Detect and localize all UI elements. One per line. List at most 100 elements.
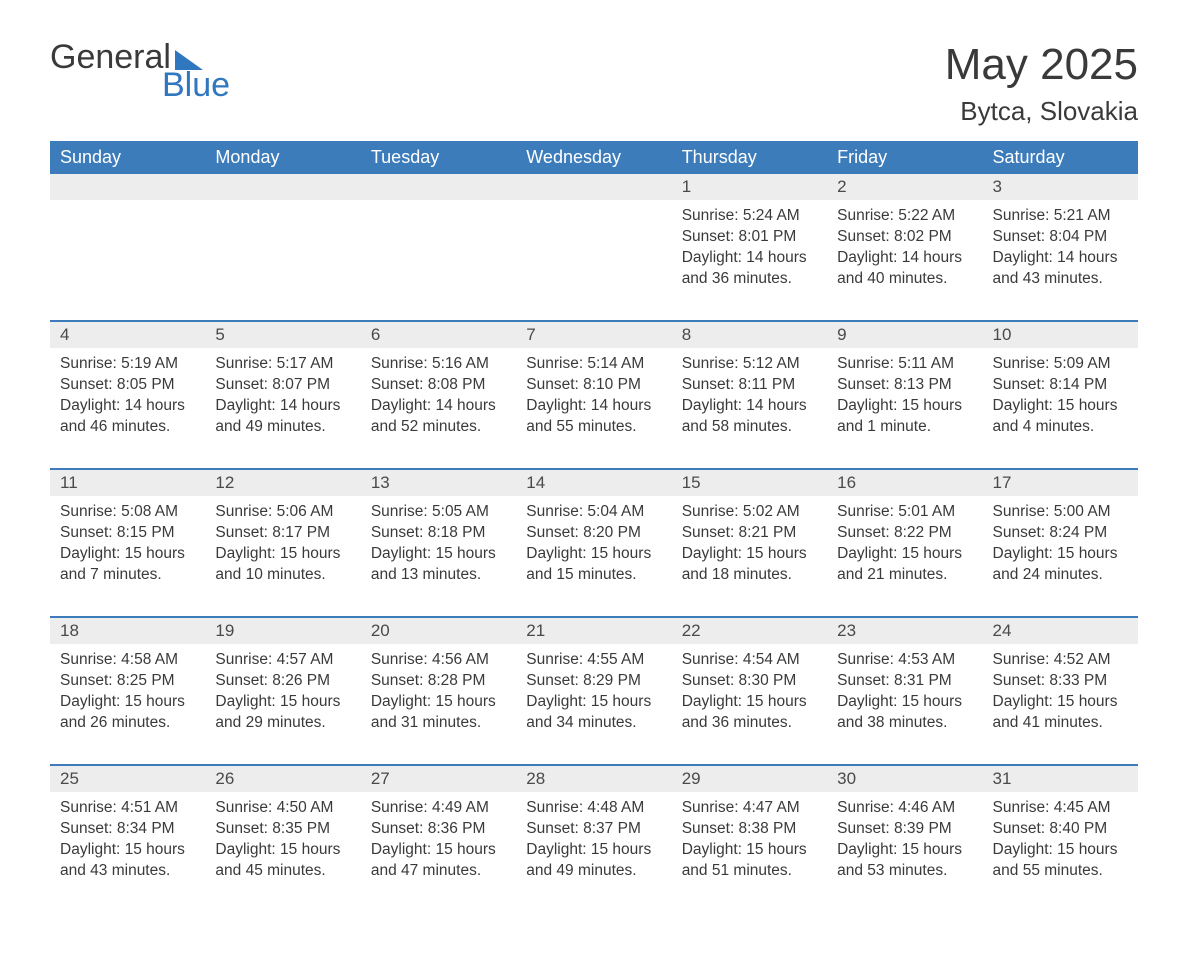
logo: General Blue [50, 40, 230, 102]
calendar-day-cell: 31Sunrise: 4:45 AMSunset: 8:40 PMDayligh… [983, 764, 1138, 912]
day-number: 1 [672, 174, 827, 200]
daylight-line: Daylight: 15 hours and 26 minutes. [60, 692, 195, 734]
calendar-day-cell: 5Sunrise: 5:17 AMSunset: 8:07 PMDaylight… [205, 320, 360, 468]
sunset-line: Sunset: 8:22 PM [837, 523, 972, 544]
sunrise-line: Sunrise: 5:06 AM [215, 502, 350, 523]
sunset-line: Sunset: 8:08 PM [371, 375, 506, 396]
day-details: Sunrise: 4:46 AMSunset: 8:39 PMDaylight:… [827, 792, 982, 912]
sunset-line: Sunset: 8:25 PM [60, 671, 195, 692]
sunrise-line: Sunrise: 5:21 AM [993, 206, 1128, 227]
day-details: Sunrise: 5:17 AMSunset: 8:07 PMDaylight:… [205, 348, 360, 468]
sunset-line: Sunset: 8:31 PM [837, 671, 972, 692]
sunset-line: Sunset: 8:26 PM [215, 671, 350, 692]
sunrise-line: Sunrise: 5:12 AM [682, 354, 817, 375]
calendar-day-cell: 15Sunrise: 5:02 AMSunset: 8:21 PMDayligh… [672, 468, 827, 616]
day-number: 8 [672, 320, 827, 348]
sunrise-line: Sunrise: 5:01 AM [837, 502, 972, 523]
calendar-empty-cell [516, 174, 671, 320]
weekday-header: Friday [827, 141, 982, 174]
daylight-line: Daylight: 15 hours and 53 minutes. [837, 840, 972, 882]
sunset-line: Sunset: 8:33 PM [993, 671, 1128, 692]
sunset-line: Sunset: 8:17 PM [215, 523, 350, 544]
calendar-day-cell: 8 Sunrise: 5:12 AMSunset: 8:11 PMDaylight… [672, 320, 827, 468]
daylight-line: Daylight: 15 hours and 43 minutes. [60, 840, 195, 882]
calendar-day-cell: 16Sunrise: 5:01 AMSunset: 8:22 PMDayligh… [827, 468, 982, 616]
calendar-day-cell: 6Sunrise: 5:16 AMSunset: 8:08 PMDaylight… [361, 320, 516, 468]
day-number: 19 [205, 616, 360, 644]
header-row: General Blue May 2025 Bytca, Slovakia [50, 40, 1138, 127]
title-block: May 2025 Bytca, Slovakia [945, 40, 1138, 127]
calendar-day-cell: 24Sunrise: 4:52 AMSunset: 8:33 PMDayligh… [983, 616, 1138, 764]
sunset-line: Sunset: 8:40 PM [993, 819, 1128, 840]
weekday-header-row: SundayMondayTuesdayWednesdayThursdayFrid… [50, 141, 1138, 174]
day-details: Sunrise: 5:22 AMSunset: 8:02 PMDaylight:… [827, 200, 982, 320]
day-number: 10 [983, 320, 1138, 348]
calendar-empty-cell [361, 174, 516, 320]
sunrise-line: Sunrise: 4:47 AM [682, 798, 817, 819]
daylight-line: Daylight: 15 hours and 4 minutes. [993, 396, 1128, 438]
sunrise-line: Sunrise: 4:52 AM [993, 650, 1128, 671]
calendar-page: General Blue May 2025 Bytca, Slovakia Su… [0, 0, 1188, 962]
day-number: 5 [205, 320, 360, 348]
daylight-line: Daylight: 15 hours and 7 minutes. [60, 544, 195, 586]
daylight-line: Daylight: 14 hours and 55 minutes. [526, 396, 661, 438]
day-details: Sunrise: 4:54 AMSunset: 8:30 PMDaylight:… [672, 644, 827, 764]
day-details: Sunrise: 5:04 AMSunset: 8:20 PMDaylight:… [516, 496, 671, 616]
calendar-day-cell: 13Sunrise: 5:05 AMSunset: 8:18 PMDayligh… [361, 468, 516, 616]
daylight-line: Daylight: 15 hours and 10 minutes. [215, 544, 350, 586]
empty-daybody [205, 200, 360, 320]
sunset-line: Sunset: 8:18 PM [371, 523, 506, 544]
day-number: 28 [516, 764, 671, 792]
daylight-line: Daylight: 14 hours and 52 minutes. [371, 396, 506, 438]
calendar-header: SundayMondayTuesdayWednesdayThursdayFrid… [50, 141, 1138, 174]
sunrise-line: Sunrise: 5:08 AM [60, 502, 195, 523]
weekday-header: Saturday [983, 141, 1138, 174]
sunset-line: Sunset: 8:02 PM [837, 227, 972, 248]
empty-daybody [50, 200, 205, 320]
daylight-line: Daylight: 15 hours and 1 minute. [837, 396, 972, 438]
sunset-line: Sunset: 8:14 PM [993, 375, 1128, 396]
sunrise-line: Sunrise: 4:55 AM [526, 650, 661, 671]
month-title: May 2025 [945, 40, 1138, 90]
daylight-line: Daylight: 15 hours and 36 minutes. [682, 692, 817, 734]
day-details: Sunrise: 4:58 AMSunset: 8:25 PMDaylight:… [50, 644, 205, 764]
sunset-line: Sunset: 8:04 PM [993, 227, 1128, 248]
calendar-week-row: 25Sunrise: 4:51 AMSunset: 8:34 PMDayligh… [50, 764, 1138, 912]
daylight-line: Daylight: 15 hours and 34 minutes. [526, 692, 661, 734]
day-details: Sunrise: 5:21 AMSunset: 8:04 PMDaylight:… [983, 200, 1138, 320]
sunrise-line: Sunrise: 5:16 AM [371, 354, 506, 375]
sunset-line: Sunset: 8:35 PM [215, 819, 350, 840]
daylight-line: Daylight: 15 hours and 49 minutes. [526, 840, 661, 882]
day-number: 11 [50, 468, 205, 496]
day-number: 30 [827, 764, 982, 792]
weekday-header: Tuesday [361, 141, 516, 174]
daylight-line: Daylight: 15 hours and 13 minutes. [371, 544, 506, 586]
empty-daynum [50, 174, 205, 200]
sunrise-line: Sunrise: 5:17 AM [215, 354, 350, 375]
sunset-line: Sunset: 8:13 PM [837, 375, 972, 396]
day-number: 13 [361, 468, 516, 496]
sunrise-line: Sunrise: 4:50 AM [215, 798, 350, 819]
sunrise-line: Sunrise: 4:46 AM [837, 798, 972, 819]
day-number: 21 [516, 616, 671, 644]
day-details: Sunrise: 5:01 AMSunset: 8:22 PMDaylight:… [827, 496, 982, 616]
sunset-line: Sunset: 8:39 PM [837, 819, 972, 840]
calendar-day-cell: 20Sunrise: 4:56 AMSunset: 8:28 PMDayligh… [361, 616, 516, 764]
sunset-line: Sunset: 8:15 PM [60, 523, 195, 544]
day-details: Sunrise: 4:49 AMSunset: 8:36 PMDaylight:… [361, 792, 516, 912]
day-number: 3 [983, 174, 1138, 200]
sunset-line: Sunset: 8:07 PM [215, 375, 350, 396]
sunset-line: Sunset: 8:36 PM [371, 819, 506, 840]
calendar-table: SundayMondayTuesdayWednesdayThursdayFrid… [50, 141, 1138, 912]
day-number: 20 [361, 616, 516, 644]
sunrise-line: Sunrise: 5:04 AM [526, 502, 661, 523]
sunrise-line: Sunrise: 5:14 AM [526, 354, 661, 375]
daylight-line: Daylight: 14 hours and 49 minutes. [215, 396, 350, 438]
daylight-line: Daylight: 14 hours and 58 minutes. [682, 396, 817, 438]
calendar-body: 1Sunrise: 5:24 AMSunset: 8:01 PMDaylight… [50, 174, 1138, 912]
calendar-day-cell: 25Sunrise: 4:51 AMSunset: 8:34 PMDayligh… [50, 764, 205, 912]
daylight-line: Daylight: 15 hours and 47 minutes. [371, 840, 506, 882]
sunset-line: Sunset: 8:11 PM [682, 375, 817, 396]
calendar-day-cell: 28Sunrise: 4:48 AMSunset: 8:37 PMDayligh… [516, 764, 671, 912]
logo-word1: General [50, 40, 171, 74]
